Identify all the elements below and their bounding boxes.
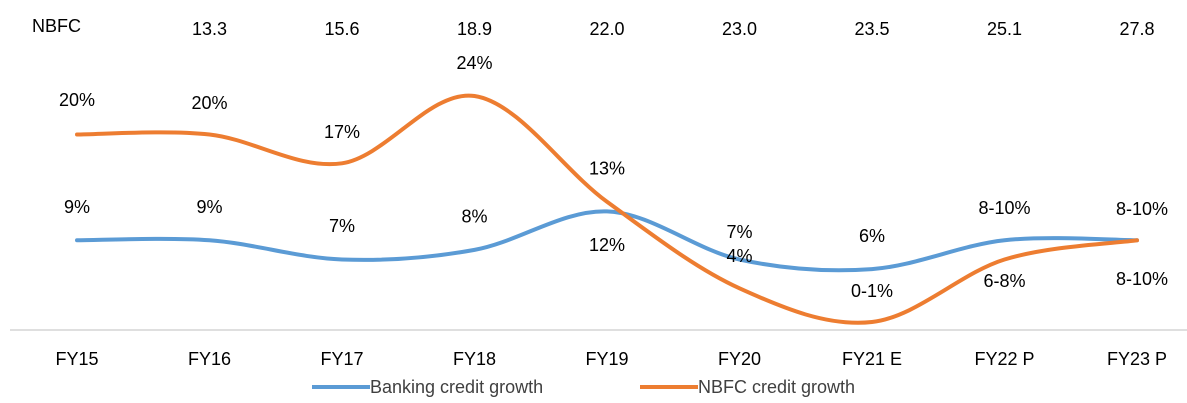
series-line (75, 93, 1139, 325)
data-label: 9% (196, 197, 222, 217)
data-label: 20% (191, 93, 227, 113)
row-value: 27.8 (1119, 19, 1154, 39)
data-label: 8-10% (978, 198, 1030, 218)
x-tick-label: FY18 (453, 349, 496, 369)
x-tick-label: FY20 (718, 349, 761, 369)
data-label: 17% (324, 122, 360, 142)
data-label: 13% (589, 159, 625, 179)
data-label: 20% (59, 90, 95, 110)
row-value: 23.0 (722, 19, 757, 39)
row-value: 25.1 (987, 19, 1022, 39)
row-value: 15.6 (324, 19, 359, 39)
row-value: 13.3 (192, 19, 227, 39)
series-line (75, 209, 1139, 273)
data-label: 6% (859, 226, 885, 246)
data-label: 7% (329, 216, 355, 236)
data-label: 0-1% (851, 281, 893, 301)
data-label: 7% (726, 222, 752, 242)
legend-label: Banking credit growth (370, 377, 543, 397)
row-value: 23.5 (854, 19, 889, 39)
data-label: 8% (461, 207, 487, 227)
x-tick-label: FY19 (585, 349, 628, 369)
data-label: 24% (456, 53, 492, 73)
data-label: 12% (589, 235, 625, 255)
row-label: NBFC (32, 16, 81, 36)
x-tick-label: FY16 (188, 349, 231, 369)
row-value: 18.9 (457, 19, 492, 39)
x-tick-label: FY17 (320, 349, 363, 369)
x-tick-label: FY22 P (974, 349, 1034, 369)
x-tick-label: FY15 (55, 349, 98, 369)
data-label: 8-10% (1116, 199, 1168, 219)
data-label: 8-10% (1116, 269, 1168, 289)
data-label: 9% (64, 197, 90, 217)
legend-label: NBFC credit growth (698, 377, 855, 397)
data-label: 6-8% (983, 271, 1025, 291)
row-value: 22.0 (589, 19, 624, 39)
x-tick-label: FY23 P (1107, 349, 1167, 369)
data-label: 4% (726, 246, 752, 266)
x-tick-label: FY21 E (842, 349, 902, 369)
